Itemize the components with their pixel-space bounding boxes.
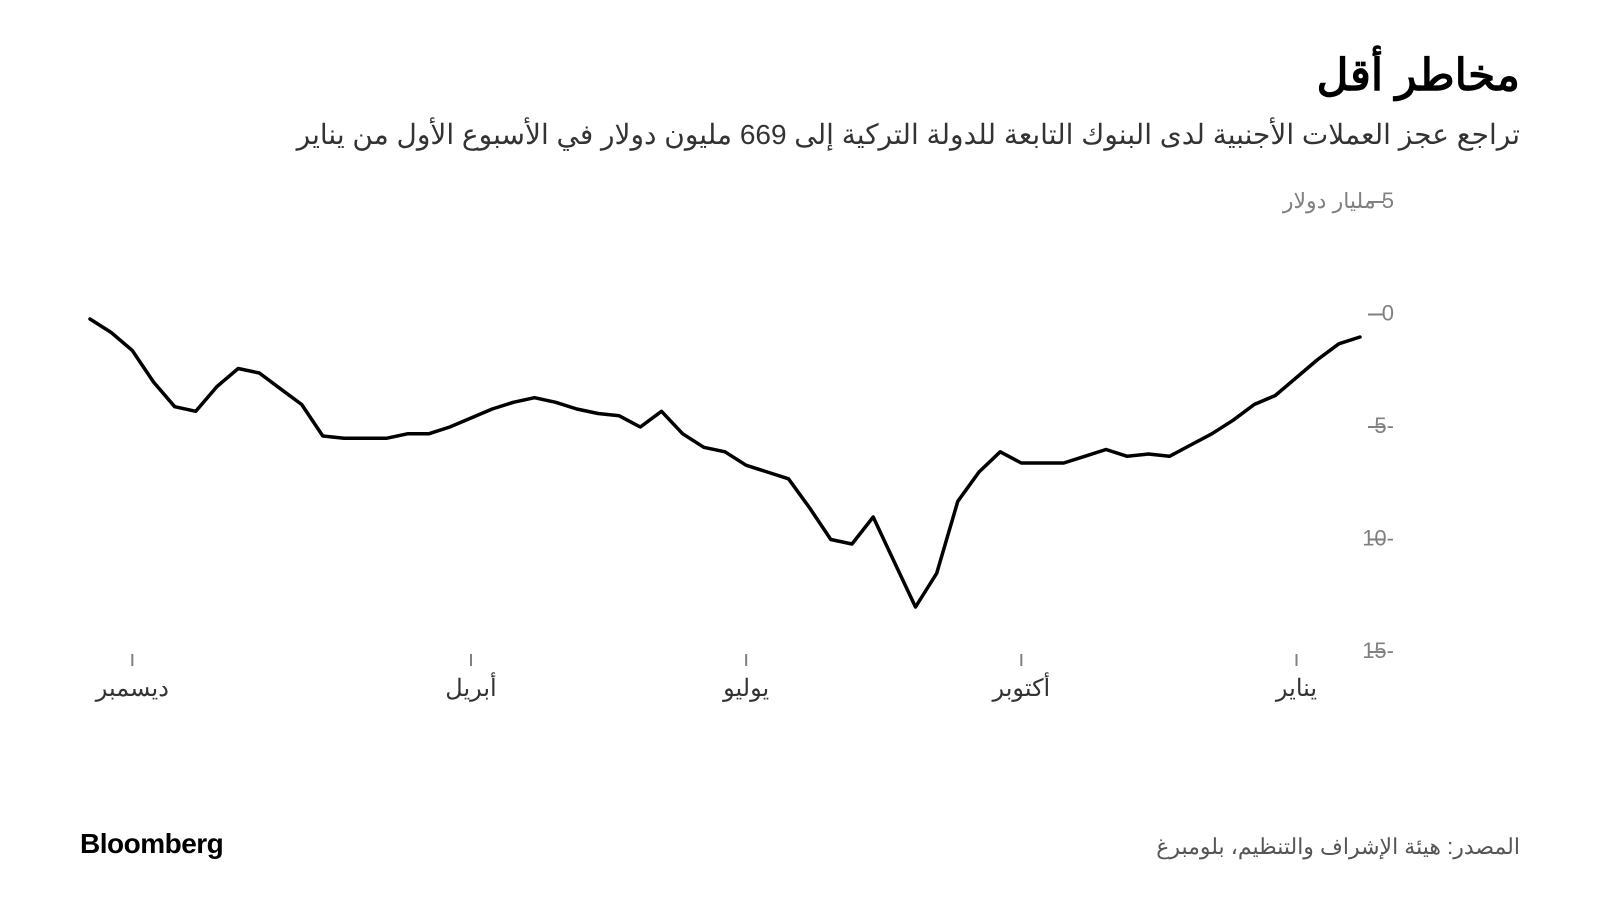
chart-container: مخاطر أقل تراجع عجز العملات الأجنبية لدى… [0, 0, 1600, 900]
chart-plot-area: 5 مليار دولار 0 -5 -10 -15 ديسمبر أبريل يوليو أك… [80, 192, 1520, 712]
x-axis-label: أكتوبر [992, 671, 1051, 702]
y-axis-label: -15 [1362, 638, 1394, 663]
chart-subtitle: تراجع عجز العملات الأجنبية لدى البنوك ال… [80, 115, 1520, 154]
x-axis-label: ديسمبر [95, 675, 169, 702]
y-axis-label: -5 [1374, 413, 1394, 438]
chart-title: مخاطر أقل [80, 50, 1520, 101]
line-chart-svg: 5 مليار دولار 0 -5 -10 -15 ديسمبر أبريل يوليو أك… [80, 192, 1520, 712]
y-axis-label: -10 [1362, 526, 1394, 551]
x-axis-label: يناير [1275, 675, 1317, 702]
brand-logo: Bloomberg [80, 828, 223, 860]
y-axis-label: 0 [1382, 301, 1394, 326]
x-axis-label: أبريل [445, 671, 496, 702]
source-attribution: المصدر: هيئة الإشراف والتنظيم، بلومبرغ [1156, 834, 1520, 860]
chart-footer: Bloomberg المصدر: هيئة الإشراف والتنظيم،… [80, 828, 1520, 860]
data-line [90, 319, 1360, 607]
y-axis-label: 5 مليار دولار [1282, 192, 1394, 214]
x-axis-label: يوليو [722, 675, 769, 702]
